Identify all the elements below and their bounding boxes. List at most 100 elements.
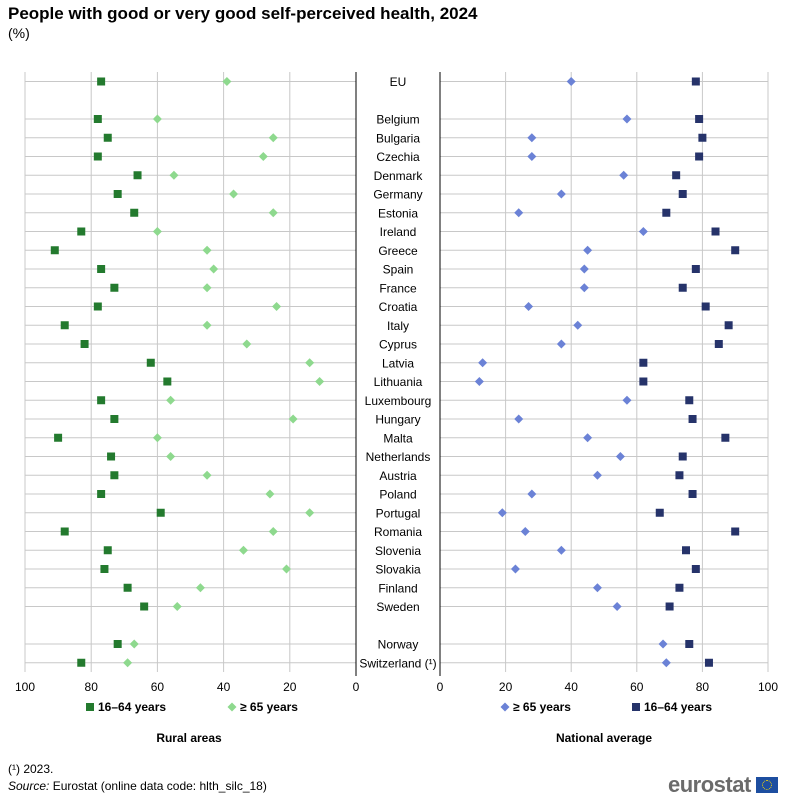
rural-16-64-point — [93, 152, 102, 161]
rural-65plus-point — [222, 77, 232, 86]
national-16-64-point — [691, 77, 700, 86]
category-label: Germany — [373, 188, 422, 202]
category-label: Italy — [387, 319, 409, 333]
national-65plus-point — [514, 414, 524, 424]
national-65plus-point — [619, 170, 629, 180]
national-65plus-point — [573, 320, 583, 330]
category-label: Switzerland (¹) — [359, 656, 436, 670]
national-16-64-point — [639, 377, 648, 386]
national-65plus-point — [615, 452, 625, 461]
national-65plus-point — [579, 283, 589, 293]
legend-national-16-64-marker — [632, 703, 640, 711]
category-label: Romania — [374, 525, 422, 539]
rural-65plus-point — [305, 358, 315, 368]
legend-national-65plus-label: ≥ 65 years — [513, 700, 571, 714]
national-16-64-point — [688, 415, 697, 423]
rural-65plus-point — [123, 658, 133, 668]
source-text: Eurostat (online data code: hlth_silc_18… — [52, 779, 267, 793]
category-label: Finland — [378, 581, 417, 595]
national-16-64-point — [721, 433, 730, 442]
category-label: Ireland — [380, 225, 417, 239]
national-16-64-point — [688, 490, 697, 498]
rural-16-64-point — [50, 246, 59, 255]
rural-65plus-point — [152, 114, 162, 124]
category-label: Sweden — [376, 600, 419, 614]
national-16-64-point — [711, 227, 720, 236]
rural-16-64-point — [97, 396, 106, 405]
national-16-64-point — [691, 565, 700, 573]
rural-65plus-point — [272, 302, 282, 311]
rural-65plus-point — [202, 320, 212, 330]
rural-65plus-point — [268, 133, 278, 143]
national-65plus-point — [527, 489, 537, 499]
rural-65plus-point — [229, 189, 239, 199]
rural-65plus-point — [268, 527, 278, 536]
national-16-64-point — [665, 602, 674, 611]
rural-65plus-point — [129, 639, 139, 649]
right-tick-label: 60 — [630, 680, 644, 694]
rural-16-64-point — [107, 452, 116, 461]
rural-65plus-point — [152, 433, 162, 443]
rural-16-64-point — [93, 115, 102, 123]
national-16-64-point — [695, 115, 704, 123]
national-65plus-point — [622, 395, 632, 405]
right-tick-label: 80 — [696, 680, 710, 694]
national-65plus-point — [579, 264, 589, 274]
rural-65plus-point — [305, 508, 315, 518]
national-65plus-point — [474, 377, 484, 386]
category-label: Lithuania — [374, 375, 423, 389]
rural-65plus-point — [202, 245, 212, 255]
left-tick-label: 20 — [283, 680, 297, 694]
national-65plus-point — [592, 583, 602, 593]
national-65plus-point — [622, 114, 632, 124]
national-16-64-point — [678, 283, 687, 292]
national-65plus-point — [556, 339, 566, 349]
rural-65plus-point — [242, 339, 252, 349]
rural-16-64-point — [103, 133, 112, 142]
rural-16-64-point — [110, 283, 119, 292]
national-16-64-point — [691, 265, 700, 273]
rural-16-64-point — [133, 171, 142, 180]
rural-16-64-point — [60, 527, 69, 536]
rural-65plus-point — [202, 470, 212, 480]
left-tick-label: 40 — [217, 680, 231, 694]
right-tick-label: 20 — [499, 680, 513, 694]
national-16-64-point — [639, 358, 648, 367]
national-16-64-point — [678, 452, 687, 461]
footnote: (¹) 2023. — [8, 762, 54, 776]
rural-16-64-point — [100, 565, 109, 573]
national-16-64-point — [675, 471, 684, 480]
rural-65plus-point — [268, 208, 278, 218]
category-label: Estonia — [378, 206, 418, 220]
national-16-64-point — [731, 527, 740, 536]
national-65plus-point — [527, 133, 537, 143]
rural-16-64-point — [123, 583, 132, 592]
national-16-64-point — [698, 133, 707, 142]
national-65plus-point — [556, 545, 566, 555]
category-label: Netherlands — [366, 450, 431, 464]
national-16-64-point — [672, 171, 681, 180]
eu-flag-icon — [755, 777, 778, 793]
right-tick-label: 0 — [437, 680, 444, 694]
category-label: Luxembourg — [365, 394, 432, 408]
rural-16-64-point — [97, 77, 106, 86]
rural-16-64-point — [110, 471, 119, 480]
national-16-64-point — [701, 302, 710, 311]
legend-national-65plus-marker — [500, 702, 510, 712]
national-65plus-point — [658, 639, 668, 649]
rural-65plus-point — [169, 170, 179, 180]
national-16-64-point — [685, 396, 694, 405]
national-16-64-point — [731, 246, 740, 255]
rural-16-64-point — [110, 415, 119, 423]
national-average-title: National average — [556, 731, 652, 745]
rural-65plus-point — [315, 377, 325, 386]
rural-65plus-point — [202, 283, 212, 293]
rural-16-64-point — [103, 546, 112, 555]
rural-65plus-point — [288, 414, 298, 424]
category-label: Croatia — [379, 300, 418, 314]
category-label: Austria — [379, 469, 417, 483]
rural-16-64-point — [146, 358, 155, 367]
national-65plus-point — [520, 527, 530, 536]
rural-65plus-point — [265, 489, 275, 499]
rural-16-64-point — [54, 433, 63, 442]
